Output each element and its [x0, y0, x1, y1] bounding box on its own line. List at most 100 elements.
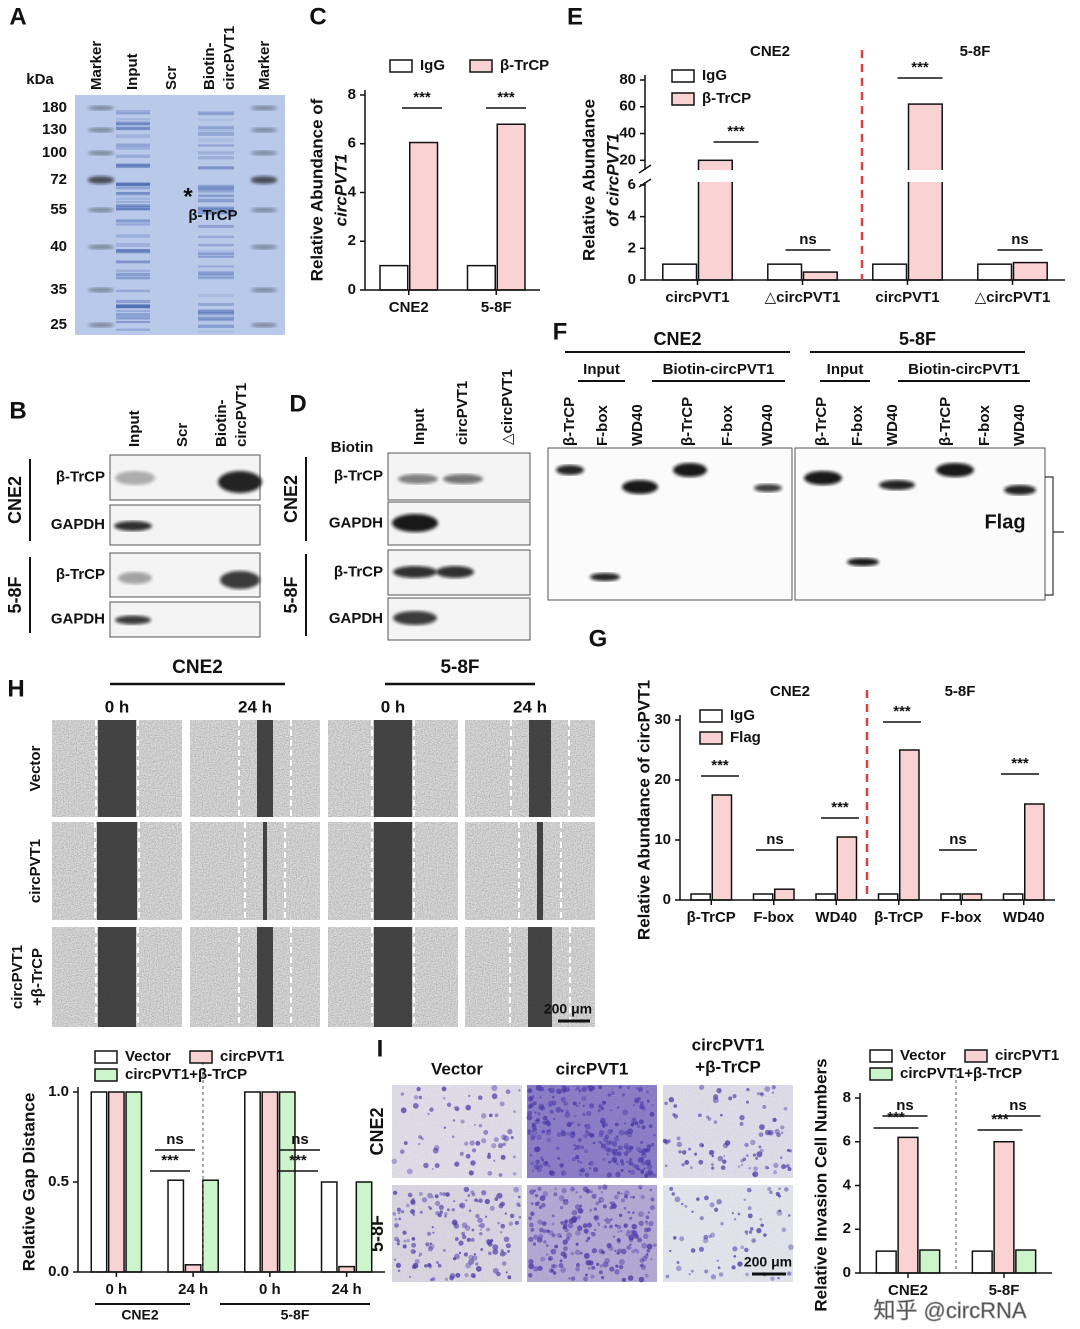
- y-tick-label: 60: [619, 98, 636, 115]
- cell: [628, 1158, 632, 1162]
- cell: [599, 1264, 604, 1268]
- box: [116, 110, 150, 114]
- cell: [787, 1167, 792, 1172]
- cell: [500, 1201, 506, 1207]
- significance: ***: [887, 1109, 905, 1126]
- cell: [564, 1227, 569, 1233]
- cell: [429, 1207, 432, 1210]
- cell: [578, 1089, 582, 1093]
- panel-letter: G: [589, 625, 608, 652]
- cell: [711, 1163, 714, 1166]
- cell: [430, 1278, 433, 1282]
- x-tick-label: 5-8F: [481, 299, 512, 316]
- cell: [758, 1132, 764, 1137]
- cell: [477, 1217, 483, 1224]
- cell: [418, 1252, 423, 1256]
- cell: [434, 1163, 440, 1168]
- bracket: [1045, 476, 1064, 596]
- cell: [431, 1167, 434, 1170]
- cell: [468, 1170, 474, 1176]
- cell: [646, 1248, 651, 1253]
- x-tick-label: 0 h: [106, 1281, 128, 1298]
- cell: [784, 1187, 789, 1192]
- cell: [572, 1101, 577, 1106]
- cell: [652, 1243, 657, 1248]
- cell: [717, 1266, 721, 1270]
- row-label: GAPDH: [51, 610, 105, 627]
- cell: [531, 1095, 535, 1099]
- box: [198, 250, 234, 254]
- blot-band: [115, 471, 155, 485]
- cell: [687, 1147, 692, 1151]
- box: [97, 822, 137, 920]
- cell: [720, 1221, 724, 1226]
- cell: [589, 1208, 593, 1212]
- cell: [628, 1234, 635, 1241]
- blot-band: [218, 471, 262, 493]
- cell: [551, 1100, 557, 1106]
- bar: [971, 1250, 993, 1274]
- cell: [418, 1254, 421, 1257]
- cell: [627, 1086, 630, 1090]
- significance: ns: [766, 831, 784, 848]
- cell: [628, 1238, 634, 1243]
- cell: [691, 1210, 694, 1213]
- cell: [480, 1248, 484, 1251]
- cell: [755, 1156, 759, 1160]
- cell: [542, 1115, 548, 1121]
- cell: [473, 1253, 477, 1256]
- cell: [441, 1086, 447, 1092]
- cell: [551, 1214, 555, 1218]
- y-tick-label: 30: [654, 711, 671, 728]
- cell: [505, 1271, 508, 1274]
- cell: [616, 1224, 622, 1230]
- bar: [409, 141, 439, 291]
- cell: [527, 1129, 531, 1133]
- box: [116, 118, 150, 121]
- cell: [545, 1161, 549, 1165]
- cell: [639, 1101, 644, 1106]
- bar: [662, 263, 698, 281]
- box: [198, 276, 234, 280]
- cell: [576, 1225, 583, 1231]
- cell: [627, 1210, 631, 1214]
- cell: [720, 1113, 723, 1117]
- cell: [690, 1248, 696, 1253]
- cell: [636, 1146, 642, 1152]
- cell: [600, 1143, 607, 1149]
- blot-band: [88, 105, 114, 111]
- cell: [763, 1233, 767, 1237]
- cell: [528, 1103, 534, 1108]
- blot-band: [251, 287, 277, 293]
- row-label: β-TrCP: [334, 563, 383, 580]
- cell: [426, 1231, 432, 1236]
- cell: [711, 1166, 715, 1170]
- cell: [756, 1227, 762, 1234]
- box: [116, 163, 150, 167]
- box: [198, 112, 234, 116]
- bar: [125, 1091, 143, 1273]
- box: [198, 189, 234, 193]
- cell: [576, 1086, 580, 1090]
- x-tick-label: △circPVT1: [765, 289, 841, 306]
- cell: [614, 1224, 618, 1228]
- cell: [616, 1149, 619, 1152]
- cell: [528, 1263, 535, 1270]
- x-tick-label: F-box: [753, 909, 794, 926]
- cell: [403, 1141, 408, 1145]
- box: [198, 198, 234, 203]
- cell: [562, 1199, 569, 1206]
- cell: [696, 1197, 700, 1201]
- box: [198, 193, 234, 197]
- cell: [589, 1088, 593, 1092]
- significance: ***: [497, 89, 515, 106]
- cell: [400, 1092, 405, 1096]
- box: [116, 192, 150, 197]
- cell: [635, 1249, 640, 1254]
- cell: [535, 1159, 540, 1165]
- box: [98, 720, 136, 817]
- blot-band: [220, 571, 260, 589]
- lane-label: Biotin-: [201, 43, 218, 90]
- cell: [513, 1186, 519, 1193]
- blot-band: [118, 572, 152, 584]
